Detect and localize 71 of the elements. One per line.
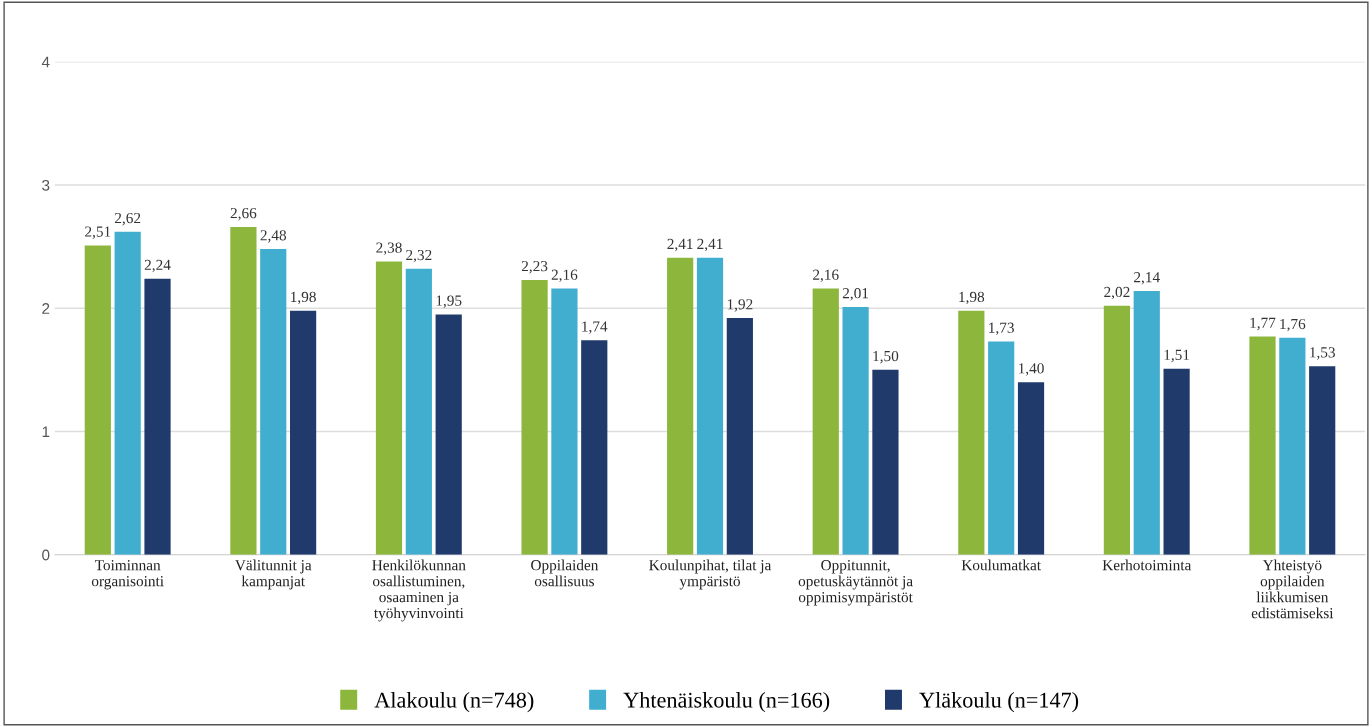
bar <box>290 310 317 555</box>
bar <box>405 268 432 555</box>
data-label: 1,73 <box>989 322 1014 336</box>
bar <box>1309 366 1336 555</box>
data-label: 2,16 <box>813 269 839 283</box>
y-tick-label: 0 <box>42 549 50 561</box>
x-tick-label: Yhteistyö oppilaiden liikkumisen edistämiseksi <box>1251 559 1334 619</box>
bar <box>1163 368 1190 555</box>
data-label: 2,62 <box>114 212 141 226</box>
data-label: 2,16 <box>551 269 578 283</box>
bar <box>375 261 403 555</box>
y-tick-label: 4 <box>41 56 50 68</box>
bar <box>435 314 462 555</box>
data-label: 1,76 <box>1280 318 1306 332</box>
x-tick-label: Oppilaiden osallisuus <box>531 559 599 587</box>
x-tick-label: Kerhotoiminta <box>1102 559 1192 571</box>
bar <box>988 341 1015 555</box>
data-label: 1,98 <box>291 291 316 305</box>
bar <box>1103 305 1131 555</box>
bar <box>667 257 694 555</box>
data-label: 1,50 <box>873 350 899 364</box>
data-label: 2,01 <box>842 288 869 301</box>
data-label: 1,77 <box>1250 317 1276 331</box>
bar <box>114 231 141 555</box>
bar <box>696 257 724 555</box>
data-label: 1,92 <box>727 299 753 312</box>
data-label: 1,53 <box>1310 347 1335 360</box>
bar <box>230 226 257 555</box>
bar <box>726 318 753 555</box>
data-label: 2,38 <box>376 242 402 255</box>
bar <box>551 288 578 555</box>
x-tick-label: Koulunpihat, tilat ja ympäristö <box>649 559 772 590</box>
data-label: 1,98 <box>959 291 985 305</box>
y-tick-label: 3 <box>42 179 50 191</box>
bar <box>1017 382 1045 555</box>
data-label: 2,32 <box>406 249 432 263</box>
data-label: 2,51 <box>85 226 111 239</box>
bar <box>872 369 899 555</box>
data-label: 2,41 <box>697 238 723 252</box>
bar <box>812 288 839 555</box>
bar <box>1249 336 1276 555</box>
data-label: 1,40 <box>1019 363 1044 376</box>
bar <box>581 340 608 555</box>
data-label: 1,95 <box>436 295 462 308</box>
data-label: 2,48 <box>260 230 287 243</box>
bar <box>84 245 111 555</box>
data-label: 2,66 <box>230 207 257 221</box>
bar <box>958 310 985 555</box>
x-tick-label: Toiminnan organisointi <box>91 560 164 590</box>
data-label: 2,23 <box>521 260 548 274</box>
data-label: 1,51 <box>1164 349 1190 363</box>
legend-label: Alakoulu (n=748) <box>374 692 534 713</box>
data-label: 2,14 <box>1134 272 1160 285</box>
y-tick-label: 2 <box>42 303 50 314</box>
bar <box>1133 291 1160 555</box>
x-tick-label: Oppitunnit, opetuskäytännöt ja oppimisympäristöt <box>798 560 913 606</box>
x-tick-label: Henkilökunnan osallistuminen, osaaminen ja työhyvinvointi <box>372 559 466 622</box>
legend-label: Yläkoulu (n=147) <box>919 692 1079 713</box>
bar <box>521 279 548 555</box>
x-tick-label: Välitunnit ja kampanjat <box>235 559 312 590</box>
bar <box>260 249 287 555</box>
legend-label: Yhtenäiskoulu (n=166) <box>623 692 830 713</box>
data-label: 2,24 <box>144 259 171 273</box>
data-label: 2,02 <box>1104 286 1130 300</box>
bar <box>1279 337 1306 555</box>
data-label: 2,41 <box>667 238 693 252</box>
x-tick-label: Koulumatkat <box>961 559 1041 571</box>
bar <box>144 278 171 555</box>
bar <box>842 307 869 555</box>
y-tick-label: 1 <box>42 426 50 438</box>
data-label: 1,74 <box>582 321 608 334</box>
